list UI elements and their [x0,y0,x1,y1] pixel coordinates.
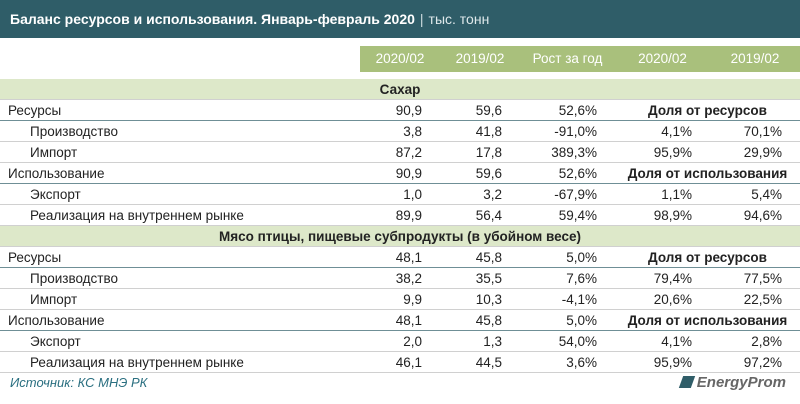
value-cell: 7,6% [566,271,597,286]
value-cell: 5,0% [566,250,597,265]
item-row: Экспорт 1,0 3,2 -67,9% 1,1% 5,4% [0,184,800,205]
title-bar: Баланс ресурсов и использования. Январь-… [0,0,800,38]
column-header: 2019/02 [455,51,505,66]
value-cell: 90,9 [395,166,422,181]
group-row: Использование 48,1 45,8 5,0% Доля от использ… [0,310,800,331]
group-row: Использование 90,9 59,6 52,6% Доля от исполь… [0,163,800,184]
logo: EnergyProm [678,374,786,391]
column-header: 2020/02 [638,51,687,66]
value-cell: 59,4% [558,208,597,223]
value-cell: 1,3 [483,334,502,349]
row-label: Ресурсы [8,103,62,118]
unit: тыс. тонн [428,11,490,27]
item-row: Производство 3,8 41,8 -91,0% 4,1% 70,1% [0,121,800,142]
logo-text: EnergyProm [696,374,786,391]
row-label: Импорт [30,292,78,307]
value-cell: 52,6% [558,103,597,118]
value-cell: 48,1 [395,250,422,265]
value-cell: 4,1% [661,334,692,349]
separator: | [419,11,424,27]
value-cell: 48,1 [395,313,422,328]
value-cell: -4,1% [561,292,597,307]
value-cell: 90,9 [395,103,422,118]
section-title: Мясо птицы, пищевые субпродукты (в убойн… [0,226,800,247]
value-cell: 59,6 [475,103,502,118]
item-row: Реализация на внутреннем рынке 46,1 44,5 3,… [0,352,800,373]
value-cell: 35,5 [475,271,502,286]
item-row: Импорт 9,9 10,3 -4,1% 20,6% 22,5% [0,289,800,310]
value-cell: 10,3 [475,292,502,307]
value-cell: 87,2 [395,145,422,160]
item-row: Реализация на внутреннем рынке 89,9 56,4 59… [0,205,800,226]
header-row: 2020/02 2019/02 Рост за год 2020/02 2019/02 [360,46,800,72]
value-cell: 44,5 [475,355,502,370]
row-label: Экспорт [30,187,81,202]
value-cell: 59,6 [475,166,502,181]
value-cell: 2,8% [751,334,782,349]
value-cell: 70,1% [743,124,782,139]
row-label: Использование [8,166,105,181]
value-cell: 89,9 [395,208,422,223]
value-cell: 97,2% [743,355,782,370]
value-cell: 5,0% [566,313,597,328]
share-label: Доля от использования [627,313,788,328]
value-cell: 95,9% [653,145,692,160]
value-cell: 41,8 [475,124,502,139]
item-row: Производство 38,2 35,5 7,6% 79,4% 77,5% [0,268,800,289]
value-cell: 9,9 [403,292,422,307]
column-header: 2019/02 [730,51,780,66]
value-cell: 3,8 [403,124,422,139]
value-cell: 94,6% [743,208,782,223]
value-cell: 38,2 [395,271,422,286]
value-cell: 52,6% [558,166,597,181]
value-cell: 20,6% [653,292,692,307]
value-cell: 22,5% [743,292,782,307]
value-cell: -91,0% [554,124,597,139]
value-cell: 1,0 [403,187,422,202]
share-label: Доля от использования [627,166,788,181]
row-label: Экспорт [30,334,81,349]
row-label: Импорт [30,145,78,160]
group-row: Ресурсы 90,9 59,6 52,6% Доля от ресурсов [0,100,800,121]
value-cell: 3,6% [566,355,597,370]
row-label: Ресурсы [8,250,62,265]
item-row: Импорт 87,2 17,8 389,3% 95,9% 29,9% [0,142,800,163]
share-label: Доля от ресурсов [648,250,767,265]
value-cell: 45,8 [475,313,502,328]
item-row: Экспорт 2,0 1,3 54,0% 4,1% 2,8% [0,331,800,352]
column-header: 2020/02 [375,51,425,66]
value-cell: 389,3% [551,145,597,160]
row-label: Производство [30,124,119,139]
value-cell: 45,8 [475,250,502,265]
value-cell: 29,9% [743,145,782,160]
section-title: Сахар [0,79,800,100]
value-cell: 98,9% [653,208,692,223]
value-cell: 17,8 [475,145,502,160]
value-cell: 2,0 [403,334,422,349]
value-cell: 5,4% [751,187,782,202]
source: Источник: КС МНЭ РК [10,375,148,390]
row-label: Производство [30,271,119,286]
value-cell: 56,4 [475,208,502,223]
row-label: Использование [8,313,105,328]
value-cell: 3,2 [483,187,502,202]
value-cell: 46,1 [395,355,422,370]
row-label: Реализация на внутреннем рынке [30,355,244,370]
column-header: Рост за год [532,51,603,66]
value-cell: 54,0% [558,334,597,349]
title: Баланс ресурсов и использования. Январь-… [10,11,415,27]
value-cell: 4,1% [661,124,692,139]
value-cell: 77,5% [743,271,782,286]
value-cell: 79,4% [653,271,692,286]
share-label: Доля от ресурсов [648,103,767,118]
value-cell: -67,9% [554,187,597,202]
value-cell: 1,1% [661,187,692,202]
row-label: Реализация на внутреннем рынке [30,208,244,223]
group-row: Ресурсы 48,1 45,8 5,0% Доля от ресурсов [0,247,800,268]
value-cell: 95,9% [653,355,692,370]
